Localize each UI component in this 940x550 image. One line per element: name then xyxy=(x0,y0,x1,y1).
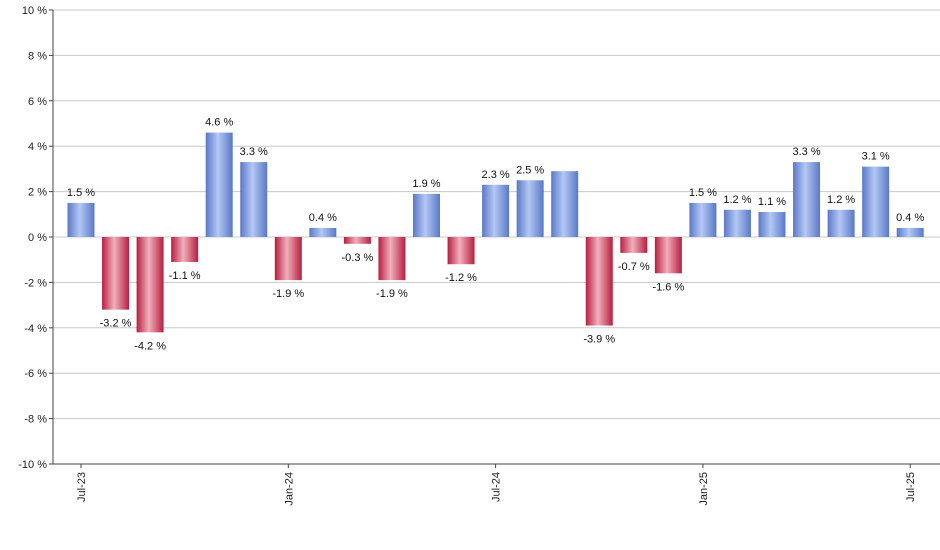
bar-Feb-24 xyxy=(309,227,337,237)
x-tick-label: Jan-25 xyxy=(698,472,710,506)
y-tick-label: 2 % xyxy=(28,187,47,199)
bar-Apr-24 xyxy=(378,237,406,281)
y-tick-label: 0 % xyxy=(28,232,47,244)
bar-May-25 xyxy=(827,209,855,237)
y-tick-label: 8 % xyxy=(28,50,47,62)
bar-Oct-24 xyxy=(585,237,613,326)
data-label: -1.2 % xyxy=(445,272,477,284)
bar-Sep-23 xyxy=(136,237,164,333)
bar-Jan-24 xyxy=(274,237,302,281)
x-tick-label: Jul-23 xyxy=(76,472,88,502)
bar-Jul-24 xyxy=(482,184,510,237)
bar-Oct-23 xyxy=(171,237,199,262)
data-label: 2.5 % xyxy=(516,164,544,176)
data-labels: 1.5 % -3.2 %-4.2 % -1.1 % 4.6 % 3.3 % -1.9 % 0… xyxy=(67,117,925,353)
bar-Jun-25 xyxy=(862,166,890,237)
data-label: -3.9 % xyxy=(583,334,615,346)
y-axis-tick-labels: 10 % 8 % 6 % 4 % 2 % 0 % -2 % -4 % -6 % -8 % -10 % xyxy=(18,5,47,471)
x-tick-label: Jul-24 xyxy=(491,472,503,502)
data-label: 1.2 % xyxy=(723,194,751,206)
data-label: -1.9 % xyxy=(272,288,304,300)
y-tick-label: -10 % xyxy=(18,459,47,471)
y-tick-label: 10 % xyxy=(22,5,47,17)
data-label: -1.9 % xyxy=(376,288,408,300)
y-tick-label: 6 % xyxy=(28,96,47,108)
data-label: 3.3 % xyxy=(240,146,268,158)
bar-Mar-24 xyxy=(343,237,371,244)
y-tick-label: 4 % xyxy=(28,141,47,153)
y-tick-label: -8 % xyxy=(24,414,47,426)
data-label: -4.2 % xyxy=(134,340,166,352)
bar-Jan-25 xyxy=(689,202,717,237)
data-label: -1.6 % xyxy=(652,281,684,293)
data-label: 3.1 % xyxy=(862,151,890,163)
bar-Jul-25 xyxy=(896,227,924,237)
bar-Jul-23 xyxy=(67,202,95,237)
bar-Aug-23 xyxy=(102,237,130,310)
bar-Dec-24 xyxy=(654,237,682,274)
data-label: 2.3 % xyxy=(482,169,510,181)
bars xyxy=(67,132,924,333)
bar-Sep-24 xyxy=(551,171,579,237)
data-label: 1.1 % xyxy=(758,196,786,208)
data-label: 1.5 % xyxy=(67,187,95,199)
bar-Dec-23 xyxy=(240,162,268,237)
bar-Mar-25 xyxy=(758,212,786,237)
bar-Aug-24 xyxy=(516,180,544,237)
data-label: 0.4 % xyxy=(896,212,924,224)
x-tick-label: Jan-24 xyxy=(283,472,295,506)
bar-Apr-25 xyxy=(793,162,821,237)
x-tick-label: Jul-25 xyxy=(905,472,917,502)
data-label: 1.9 % xyxy=(412,178,440,190)
y-tick-label: -6 % xyxy=(24,368,47,380)
x-axis-tick-labels: Jul-23 Jan-24 Jul-24 Jan-25 Jul-25 xyxy=(76,464,917,506)
bar-May-24 xyxy=(413,193,440,237)
bar-Nov-24 xyxy=(620,237,648,253)
y-tick-label: -2 % xyxy=(24,277,47,289)
data-label: 3.3 % xyxy=(792,146,820,158)
bar-Jun-24 xyxy=(447,237,475,265)
axes xyxy=(52,10,940,465)
data-label: 1.2 % xyxy=(827,194,855,206)
y-tick-label: -4 % xyxy=(24,323,47,335)
bar-Nov-23 xyxy=(205,132,233,237)
data-label: -1.1 % xyxy=(169,270,201,282)
data-label: -3.2 % xyxy=(100,318,132,330)
bar-Feb-25 xyxy=(723,209,751,237)
data-label: -0.7 % xyxy=(618,261,650,273)
data-label: 0.4 % xyxy=(309,212,337,224)
data-label: -0.3 % xyxy=(342,252,374,264)
data-label: 1.5 % xyxy=(689,187,717,199)
data-label: 4.6 % xyxy=(205,117,233,129)
